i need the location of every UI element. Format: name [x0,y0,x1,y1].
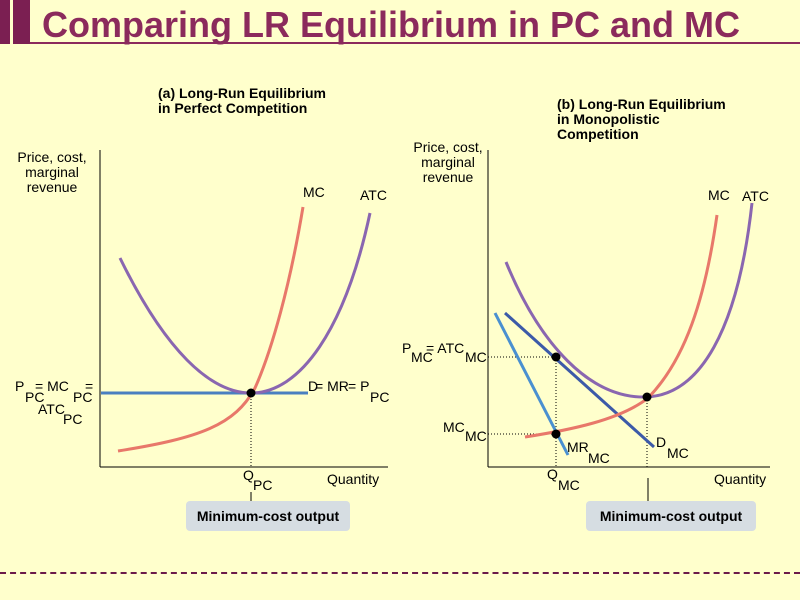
panel-b-x-label: Quantity [714,471,766,487]
panel-a-q-sub: PC [253,477,272,493]
panel-a-q-label: Q [243,467,254,483]
panel-b-cost-sub: MC [465,428,487,444]
panel-a-demand-eq1: = MR [315,378,349,394]
panel-a-demand-eq2: = P [348,378,369,394]
panel-b-atc-label: ATC [742,188,769,204]
panel-a-atc-label: ATC [360,187,387,203]
panel-b-mr-sub: MC [588,450,610,466]
panel-b-mc-label: MC [708,187,730,203]
panel-b-min-atc-point [642,392,652,402]
panel-a-mc-label: MC [303,184,325,200]
panel-b-y-label-line3: revenue [423,169,474,185]
panel-b-q-sub: MC [558,477,580,493]
panel-b-mr-mc-point [551,429,561,439]
panel-a-demand-d: D [308,378,318,394]
panel-b-cost-label: MC [443,419,465,435]
panel-a-atc-curve [118,212,372,395]
panel-a-equilibrium-point [246,388,256,398]
panel-b: (b) Long-Run Equilibrium in Monopolistic… [402,96,770,502]
panel-b-y-label-line2: marginal [421,154,475,170]
panel-b-price-sub2: MC [465,349,487,365]
panel-b-price-p: P [402,340,411,356]
title-rule [30,42,800,44]
panel-b-price-eq: = ATC [426,340,464,356]
panel-b-price-sub1: MC [411,349,433,365]
bottom-dashed-rule [0,572,800,574]
panel-a-price-label: P PC = MC PC = ATC PC [15,378,93,427]
panel-b-price-point [551,352,561,362]
panel-a: (a) Long-Run Equilibrium in Perfect Comp… [15,85,389,502]
panel-b-title-line1: (b) Long-Run Equilibrium [557,96,726,112]
panel-b-demand-line [503,311,656,449]
panel-b-mr-label: MR [567,439,589,455]
panel-a-x-label: Quantity [327,471,379,487]
panel-b-y-label-line1: Price, cost, [413,139,482,155]
panel-a-price-sub2: PC [73,389,92,405]
slide-title: Comparing LR Equilibrium in PC and MC [42,4,740,45]
panel-b-demand-label: D [656,434,666,450]
panel-a-price-eq1: = MC [35,378,69,394]
panel-a-price-eq2: = [85,378,93,394]
panel-a-title-line1: (a) Long-Run Equilibrium [158,85,326,101]
panel-b-min-cost-box: Minimum-cost output [586,501,756,531]
panel-a-y-label-line2: marginal [25,164,79,180]
panel-b-mc-curve [524,214,719,439]
panel-a-title-line2: in Perfect Competition [158,100,307,116]
panel-a-y-label-line1: Price, cost, [17,149,86,165]
panel-b-q-label: Q [547,466,558,482]
panel-a-price-sub3: PC [63,411,82,427]
panel-a-mc-curve [117,206,305,453]
panel-b-demand-sub: MC [667,445,689,461]
panel-a-price-sub1: PC [25,389,44,405]
panel-a-price-atc: ATC [38,401,65,417]
title-accent [0,0,30,44]
panel-a-price-p: P [15,378,24,394]
panel-a-demand-sub: PC [370,389,389,405]
panel-b-title-line3: Competition [557,126,639,142]
panel-a-y-label-line3: revenue [27,179,78,195]
panel-a-demand-label: D = MR = P PC [308,378,389,405]
panel-a-min-cost-box: Minimum-cost output [186,501,350,531]
panel-b-title-line2: in Monopolistic [557,111,660,127]
title-bar: Comparing LR Equilibrium in PC and MC [0,0,800,58]
panel-b-price-label: P MC = ATC MC [402,340,487,365]
